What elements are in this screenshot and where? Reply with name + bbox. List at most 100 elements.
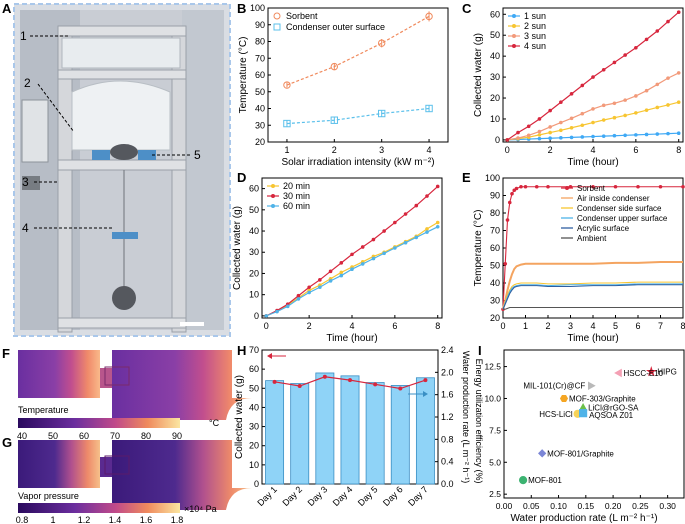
data-point: [275, 309, 279, 314]
x-tick-label: 1: [284, 145, 289, 155]
scale-bar: [180, 322, 204, 326]
y-tick-label: 5.0: [489, 457, 501, 467]
legend-marker: [512, 24, 516, 28]
data-point: [644, 37, 649, 42]
data-point: [559, 136, 563, 140]
y-tick-label: 0: [495, 135, 500, 145]
x-tick-label: 0: [500, 321, 505, 331]
data-point: [655, 82, 660, 87]
data-point: [623, 113, 627, 118]
data-point: [666, 103, 670, 107]
legend-marker: [565, 186, 569, 190]
data-point: [264, 314, 269, 318]
data-point: [328, 269, 333, 274]
y2-tick-label: 0.0: [441, 479, 454, 489]
series-line-3: [507, 72, 679, 141]
data-point: [569, 125, 574, 130]
x-tick-label: 7: [658, 321, 663, 331]
temperature-colorbar-ticks: 40 50 60 70 80 90: [17, 431, 182, 441]
legend-label: 3 sun: [524, 31, 546, 41]
data-point: [507, 200, 512, 205]
x-tick-label: 8: [435, 321, 440, 331]
x-tick-label: 8: [680, 321, 685, 331]
data-point: [534, 184, 539, 189]
legend-label: Sorbent: [286, 11, 318, 21]
point-label: HCS-LiCl: [539, 410, 573, 419]
x-tick-label: 0.00: [496, 501, 513, 511]
bar: [365, 382, 385, 485]
x-axis-label: Solar irradiation intensity (kW m⁻²): [281, 157, 434, 168]
y-tick-label: 60: [255, 70, 265, 80]
panel-f: F Temperature °C 40 50 60 70 80 90: [2, 346, 252, 441]
data-point: [505, 218, 510, 222]
data-point: [328, 279, 333, 283]
y-tick-label: 100: [485, 173, 500, 183]
colorbar-tick-label: 90: [172, 431, 182, 441]
legend-label: 20 min: [283, 181, 310, 191]
data-point: [569, 116, 574, 121]
data-point: [339, 273, 344, 278]
plot-e: 0 1 2 3 4 5 6 7 8 20 30 40 50 60 70 80 90 100 Time (hour) T…: [473, 173, 685, 344]
data-point: [350, 267, 354, 272]
data-point: [423, 378, 428, 383]
x-tick-label: 4: [427, 145, 432, 155]
data-point: [514, 186, 519, 191]
data-point: [296, 293, 301, 298]
y-tick-label: 90: [490, 191, 500, 201]
data-point: [283, 81, 291, 89]
data-point: [285, 304, 290, 309]
data-point: [569, 135, 574, 140]
bar: [290, 383, 310, 485]
point-label: HSCC-E10: [624, 369, 664, 378]
x-tick-label: 2: [332, 145, 337, 155]
x-tick-label: Day 5: [356, 484, 380, 508]
colorbar-tick-label: 1: [50, 515, 55, 524]
legend-marker: [512, 14, 516, 18]
data-point: [676, 100, 681, 105]
x-tick-label: 2: [307, 321, 312, 331]
colorbar-tick-label: 60: [79, 431, 89, 441]
data-point: [559, 120, 563, 125]
y-tick-label: 50: [255, 87, 265, 97]
y2-tick-label: 1.6: [441, 390, 454, 400]
plot-d: 0 2 4 6 8 0 10 20 30 40 50 60 Time (hour) Collected w…: [232, 177, 443, 344]
colorbar-tick-label: 1.4: [109, 515, 122, 524]
colorbar-tick-label: 50: [48, 431, 58, 441]
y-tick-label: 40: [255, 104, 265, 114]
callout-1: 1: [20, 29, 27, 43]
data-point: [518, 476, 528, 485]
legend-label: Acrylic surface: [577, 224, 630, 233]
arrow-right-head: [423, 391, 428, 397]
y-tick-label: 12.5: [484, 362, 501, 372]
data-point: [283, 119, 291, 128]
y-tick-label: 0: [254, 311, 259, 321]
y-tick-label: 80: [255, 37, 265, 47]
y-tick-label: 10.0: [484, 393, 501, 403]
y-tick-label: 2.5: [489, 489, 501, 499]
data-point: [307, 290, 311, 295]
data-point: [339, 270, 344, 275]
panel-label-h: H: [237, 343, 246, 358]
y2-tick-label: 0.4: [441, 457, 454, 467]
data-point: [318, 278, 322, 282]
callout-2: 2: [24, 76, 31, 90]
x-tick-label: 0.15: [578, 501, 595, 511]
data-point: [548, 125, 552, 129]
panel-label-d: D: [237, 170, 246, 185]
data-point: [435, 184, 440, 189]
panel-label-i: I: [478, 343, 482, 358]
vapor-map-label: Vapor pressure: [18, 491, 79, 501]
panel-g: G Vapor pressure ×10⁴ Pa 0.8 1 1.2 1.4 1.6 1.…: [2, 435, 252, 524]
y-tick-label: 10: [249, 290, 259, 300]
data-point: [548, 136, 552, 141]
x-tick-label: 6: [392, 321, 397, 331]
plot-h: 0 10 20 30 40 50 60 70 0.0 0.4 0.8 1.2 1.6 2.0 2.4 Day …: [234, 345, 484, 508]
y-tick-label: 50: [490, 261, 500, 271]
data-point: [339, 261, 344, 265]
y-tick-label: 70: [255, 53, 265, 63]
point-label: MIL-101(Cr)@CF: [523, 382, 585, 391]
data-point: [655, 105, 660, 110]
temperature-colorbar: [18, 418, 180, 428]
data-point: [393, 220, 397, 225]
bar: [390, 385, 410, 485]
